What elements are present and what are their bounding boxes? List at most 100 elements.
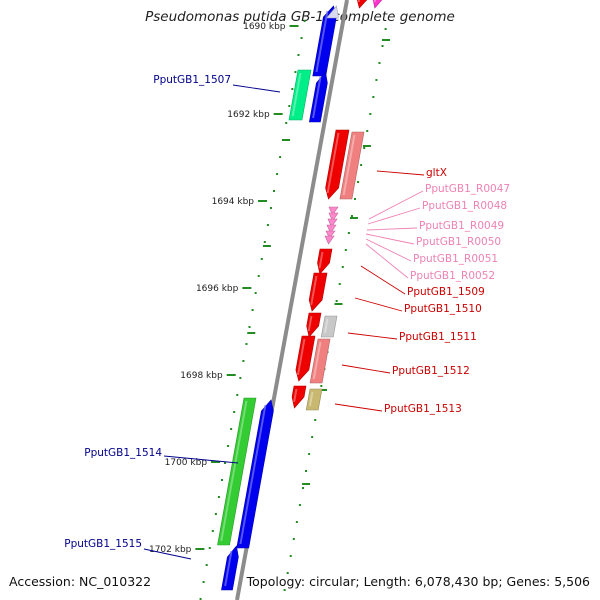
feature-arrow <box>328 212 339 222</box>
leader-line <box>347 332 398 340</box>
guide-dot <box>360 164 363 166</box>
leader-line <box>365 238 412 262</box>
guide-dot <box>224 462 227 464</box>
guide-dot <box>288 105 291 107</box>
guide-dot <box>214 513 217 515</box>
guide-dot <box>220 479 223 481</box>
guide-dot <box>239 377 242 379</box>
guide-dot <box>242 360 245 362</box>
feature-label: PputGB1_R0047 <box>425 183 510 195</box>
guide-dot <box>286 572 289 574</box>
guide-dot <box>341 266 344 268</box>
scale-tick-label: 1698 kbp <box>180 371 223 381</box>
feature-arrow <box>308 272 328 312</box>
genome-summary-text: Topology: circular; Length: 6,078,430 bp… <box>246 574 590 589</box>
leader-line <box>354 297 403 312</box>
feature-label: gltX <box>426 167 447 179</box>
feature-arrow <box>306 312 322 338</box>
accession-text: Accession: NC_010322 <box>9 574 152 589</box>
feature-highlight <box>323 319 329 333</box>
guide-dot <box>314 419 317 421</box>
feature-arrows <box>217 0 383 591</box>
feature-arrow <box>326 5 339 19</box>
feature-label: PputGB1_R0051 <box>413 253 498 265</box>
leader-line <box>367 207 421 225</box>
feature-arrow <box>328 206 339 216</box>
leader-line <box>341 364 391 374</box>
guide-dot <box>205 564 208 566</box>
map-title: Pseudomonas putida GB-1, complete genome <box>145 9 455 25</box>
leader-line <box>365 243 409 279</box>
feature-arrow <box>356 0 368 9</box>
guide-dot <box>211 530 214 532</box>
guide-dot <box>344 249 347 251</box>
guide-dot <box>263 241 266 243</box>
feature-label: PputGB1_1514 <box>84 447 162 459</box>
feature-label: PputGB1_1513 <box>384 403 462 415</box>
feature-highlight <box>326 133 340 193</box>
feature-highlight <box>291 73 302 116</box>
guide-dot <box>208 547 211 549</box>
guide-dot <box>202 581 205 583</box>
feature-arrow <box>325 230 336 239</box>
guide-dot <box>266 224 269 226</box>
guide-dot <box>227 445 230 447</box>
guide-dot <box>289 555 292 557</box>
feature-highlight <box>315 11 329 72</box>
feature-highlight <box>318 252 324 268</box>
guide-dot <box>251 309 254 311</box>
guide-dot <box>245 343 248 345</box>
guide-dot <box>311 436 314 438</box>
guide-dot <box>236 394 239 396</box>
feature-highlight <box>308 392 314 406</box>
guide-dot <box>260 258 263 260</box>
leader-line <box>366 227 418 231</box>
feature-label: PputGB1_R0050 <box>416 236 501 248</box>
scale-tick-label: 1702 kbp <box>149 545 192 555</box>
guide-dot <box>301 487 304 489</box>
guide-dot <box>285 122 288 124</box>
guide-dot <box>248 326 251 328</box>
leader-line <box>368 190 424 220</box>
feature-arrow <box>326 224 337 234</box>
guide-dot <box>295 521 298 523</box>
guide-dot <box>354 198 356 200</box>
feature-labels: PputGB1_1507 gltX PputGB1_R0047 PputGB1_R00… <box>64 74 510 550</box>
leader-line <box>143 548 192 560</box>
guide-dot <box>357 181 360 183</box>
feature-highlight <box>310 276 318 305</box>
guide-dot <box>335 300 338 302</box>
guide-dot <box>375 79 378 81</box>
guide-dot <box>347 232 350 234</box>
scale-ticks: 1690 kbp 1692 kbp 1694 kbp 1696 kbp 1698 kbp… <box>149 22 390 555</box>
leader-line <box>376 170 425 176</box>
guide-dot <box>381 45 384 47</box>
leader-line <box>163 455 239 464</box>
scale-tick-label: 1694 kbp <box>212 197 255 207</box>
guide-dot <box>257 275 260 277</box>
guide-dot <box>276 173 279 175</box>
guide-dot <box>297 54 300 56</box>
feature-label: PputGB1_1509 <box>407 286 485 298</box>
feature-label: PputGB1_1515 <box>64 538 142 550</box>
scale-tick-label: 1692 kbp <box>227 110 270 120</box>
feature-highlight <box>312 77 322 118</box>
guide-dot <box>269 207 272 209</box>
guide-dot <box>363 147 366 149</box>
guide-dot <box>320 385 323 387</box>
feature-label: PputGB1_R0049 <box>419 220 504 232</box>
feature-highlight <box>357 0 360 2</box>
guide-dot <box>308 453 311 455</box>
guide-dot <box>305 470 308 472</box>
guide-dot <box>378 62 381 64</box>
feature-arrow <box>324 235 335 245</box>
feature-highlight <box>307 316 313 331</box>
feature-label: PputGB1_1510 <box>404 303 482 315</box>
guide-dot <box>338 283 341 285</box>
guide-dot <box>369 113 372 115</box>
feature-arrow <box>295 335 316 382</box>
guide-dot <box>366 130 369 132</box>
feature-arrow <box>325 129 350 200</box>
guide-dot <box>273 190 275 192</box>
